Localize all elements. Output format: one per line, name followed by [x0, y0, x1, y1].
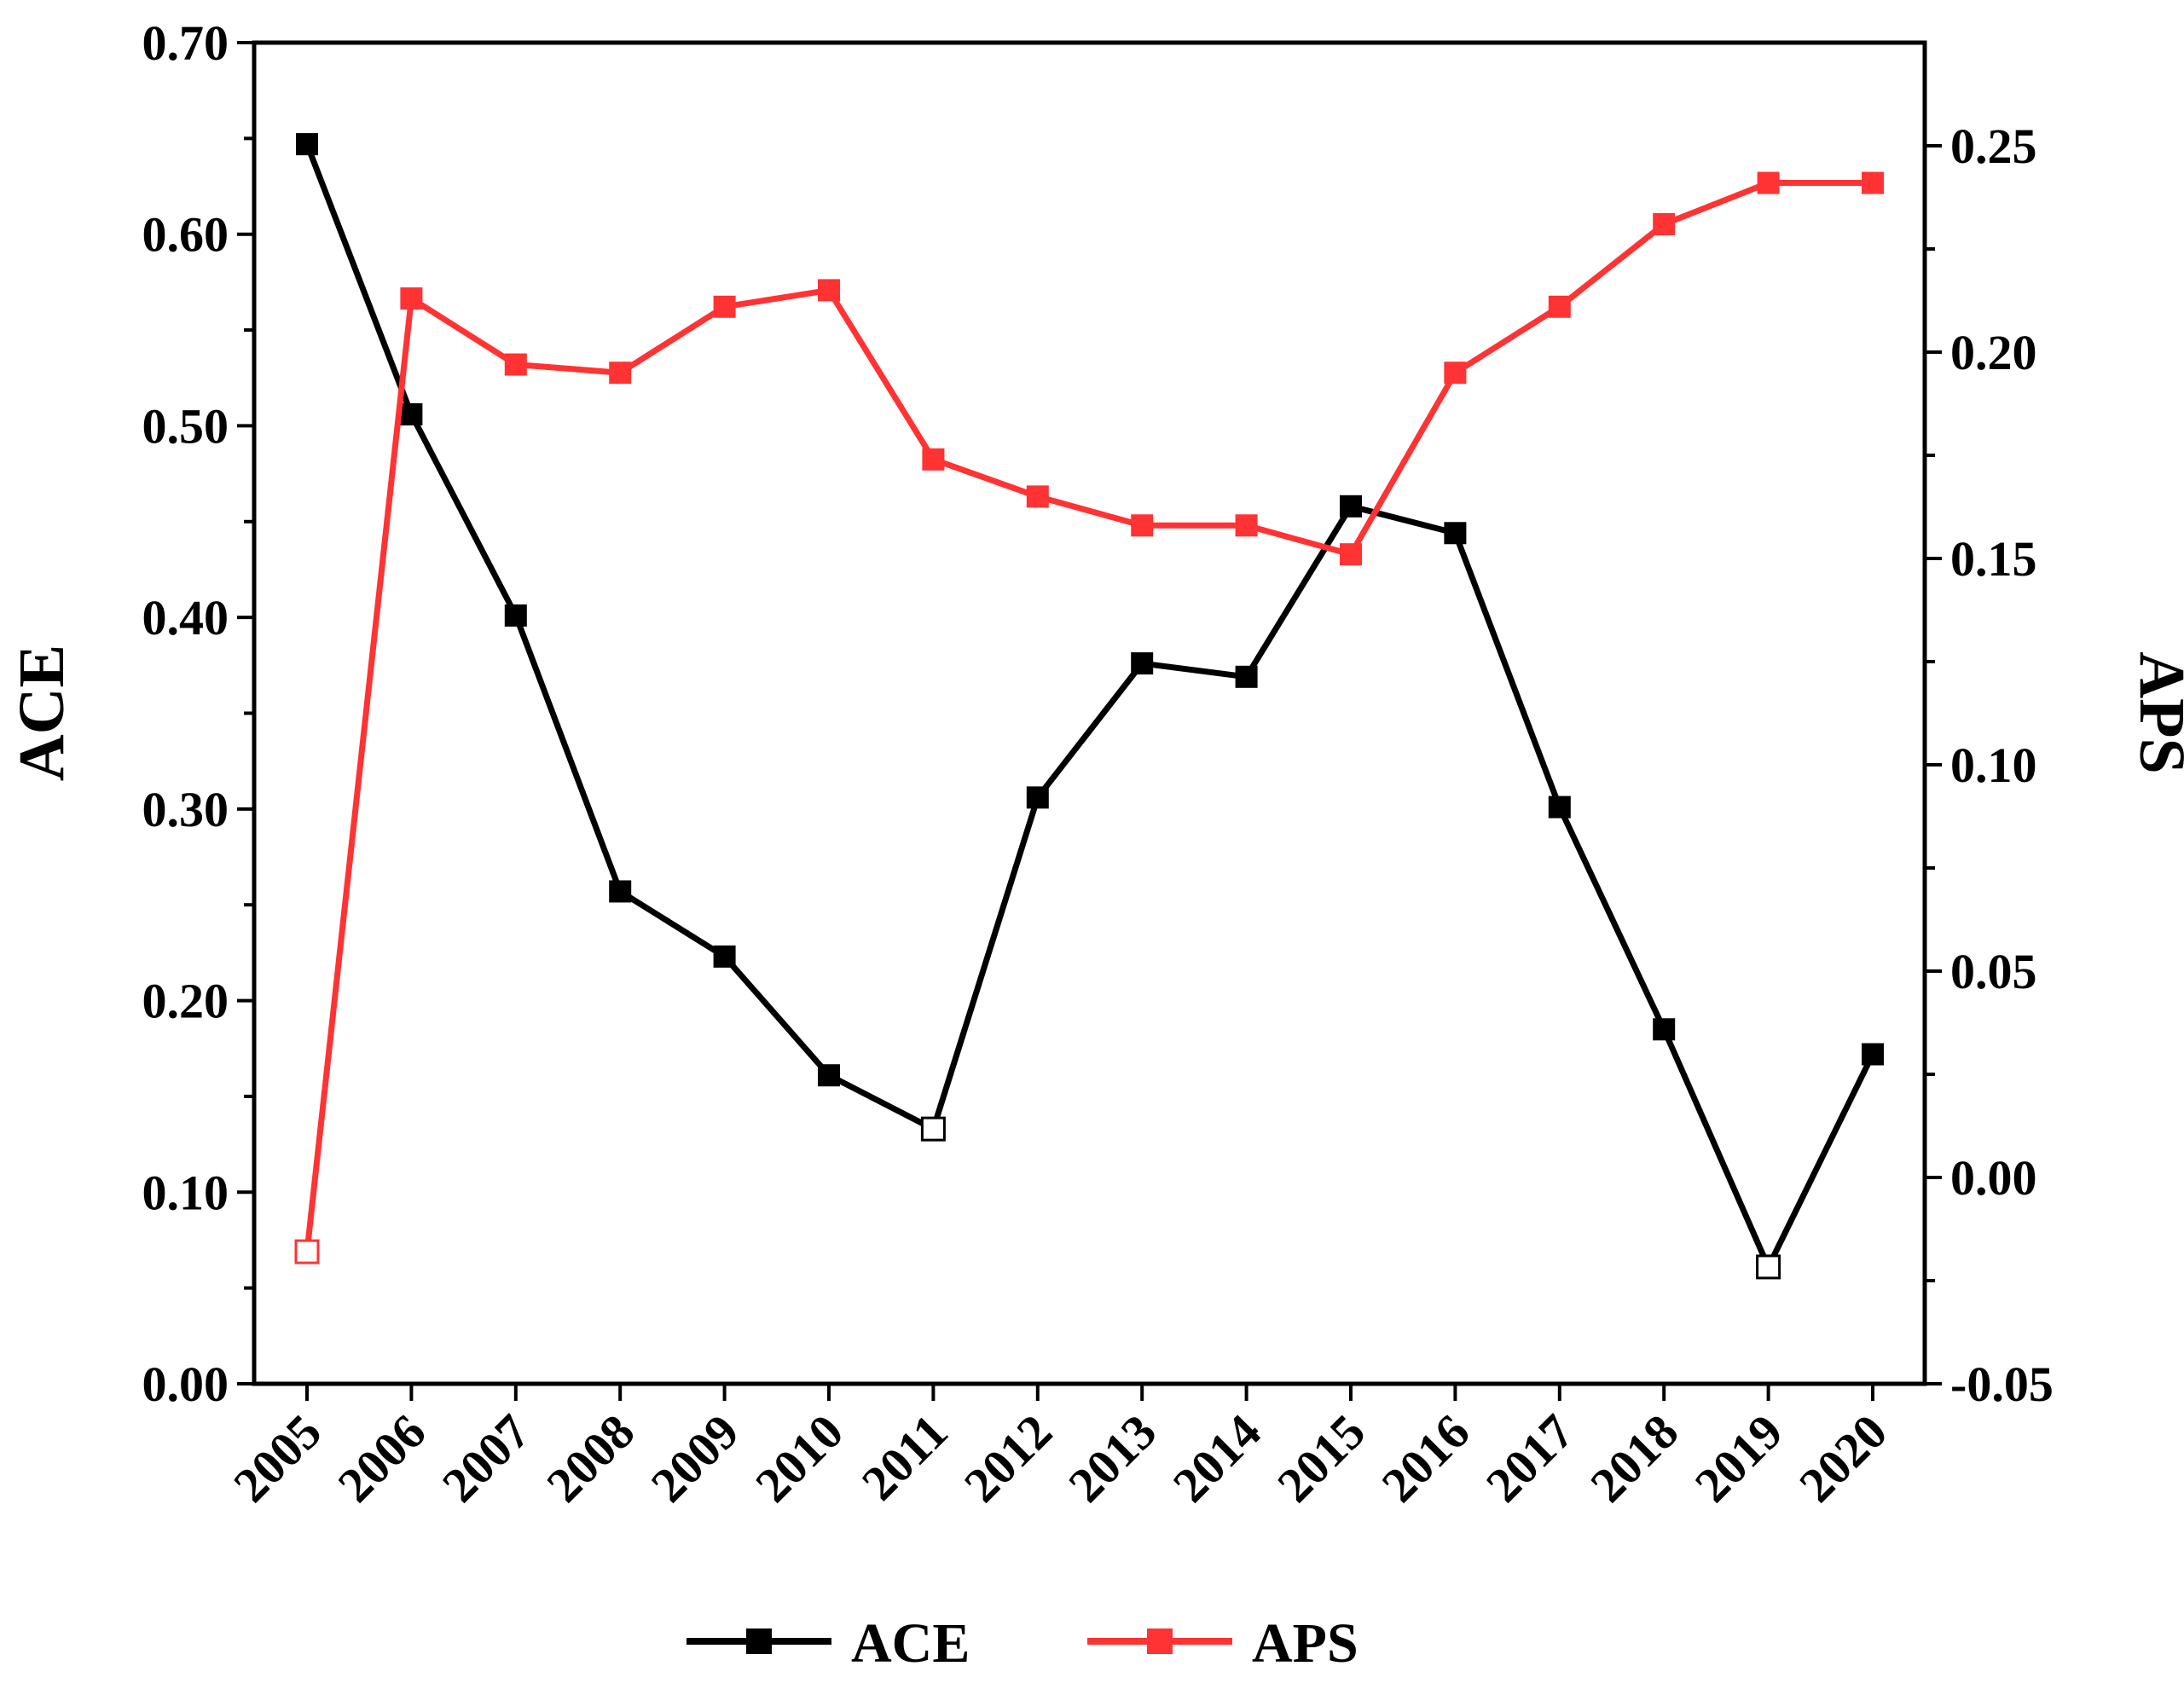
series-point-aps	[504, 353, 527, 376]
series-point-ace	[609, 880, 632, 903]
series-point-aps	[818, 279, 840, 302]
series-point-ace	[1653, 1018, 1676, 1041]
x-axis-tick-label: 2017	[1475, 1403, 1584, 1513]
right-axis-tick-label: 0.00	[1950, 1150, 2037, 1206]
series-line-ace	[304, 142, 1876, 1270]
series-point-aps	[1548, 295, 1571, 318]
left-axis-tick-label: 0.60	[142, 207, 229, 263]
x-axis-tick-label: 2018	[1579, 1403, 1689, 1513]
series-point-aps	[1235, 514, 1258, 537]
series-point-aps	[294, 1239, 320, 1264]
legend-label-ace: ACE	[851, 1612, 970, 1675]
x-axis-tick-label: 2014	[1162, 1403, 1272, 1513]
left-axis-tick-label: 0.70	[142, 15, 229, 71]
right-axis-tick-label: 0.15	[1950, 531, 2037, 587]
series-point-ace	[1235, 665, 1258, 688]
series-point-ace	[818, 1064, 840, 1087]
left-axis-tick-label: 0.20	[142, 974, 229, 1029]
series-point-ace	[296, 133, 318, 156]
series-point-aps	[400, 287, 423, 310]
x-axis-tick-label: 2008	[536, 1403, 645, 1513]
series-point-aps	[713, 295, 736, 318]
series-point-ace	[1340, 495, 1362, 518]
left-axis-tick-label: 0.00	[142, 1357, 229, 1412]
series-point-ace	[1131, 652, 1154, 675]
series-point-aps	[609, 362, 632, 385]
series-point-ace	[1026, 786, 1049, 809]
legend: ACE APS	[686, 1612, 1358, 1675]
x-axis-tick-label: 2016	[1371, 1403, 1480, 1513]
x-axis-tick-label: 2011	[851, 1403, 959, 1511]
left-axis-tick-label: 0.10	[142, 1165, 229, 1220]
series-line-aps	[304, 180, 1873, 1252]
x-axis-tick-label: 2015	[1266, 1403, 1376, 1513]
series-layer	[294, 133, 1884, 1280]
x-axis-tick-label: 2019	[1684, 1403, 1793, 1513]
series-point-aps	[1757, 171, 1780, 194]
left-axis-title: ACE	[6, 645, 78, 781]
series-point-ace	[400, 402, 423, 425]
plot-frame	[252, 40, 1927, 1386]
series-point-ace	[1756, 1254, 1781, 1280]
legend-marker-ace	[746, 1628, 772, 1654]
series-point-aps	[1026, 485, 1049, 508]
right-axis-title: APS	[2126, 651, 2184, 774]
series-point-ace	[713, 945, 736, 968]
x-axis-tick-label: 2012	[953, 1403, 1063, 1513]
right-axis-tick-label: 0.10	[1950, 738, 2037, 793]
x-axis-tick-label: 2009	[640, 1403, 750, 1513]
left-axis-tick-label: 0.30	[142, 782, 229, 837]
series-point-aps	[1653, 212, 1676, 235]
left-axis-tick-label: 0.50	[142, 398, 229, 454]
x-axis-tick-label: 2007	[432, 1403, 541, 1513]
series-point-ace	[504, 604, 527, 627]
axes-layer: 0.00 0.10 0.20 0.30 0.40 0.50 0.60 0.70 -0.05 0.0…	[6, 15, 2184, 1513]
series-point-aps	[922, 448, 945, 471]
x-axis-tick-label: 2010	[744, 1403, 854, 1513]
legend-label-aps: APS	[1252, 1612, 1358, 1675]
x-axis-tick-label: 2013	[1057, 1403, 1167, 1513]
series-point-ace	[920, 1116, 946, 1142]
x-axis-tick-label: 2005	[223, 1403, 332, 1513]
series-point-ace	[1444, 522, 1467, 545]
series-point-aps	[1340, 543, 1362, 566]
series-point-aps	[1862, 171, 1884, 194]
x-axis-tick-label: 2020	[1788, 1403, 1897, 1513]
x-axis-tick-label: 2006	[327, 1403, 437, 1513]
right-axis-tick-label: 0.05	[1950, 944, 2037, 999]
series-point-ace	[1862, 1043, 1884, 1066]
right-axis-tick-label: -0.05	[1950, 1357, 2054, 1412]
series-point-aps	[1131, 514, 1154, 537]
right-axis-tick-label: 0.20	[1950, 325, 2037, 380]
series-point-ace	[1548, 795, 1571, 819]
left-axis-tick-label: 0.40	[142, 590, 229, 645]
right-axis-tick-label: 0.25	[1950, 119, 2037, 174]
legend-marker-aps	[1147, 1628, 1173, 1654]
series-point-aps	[1444, 362, 1467, 385]
